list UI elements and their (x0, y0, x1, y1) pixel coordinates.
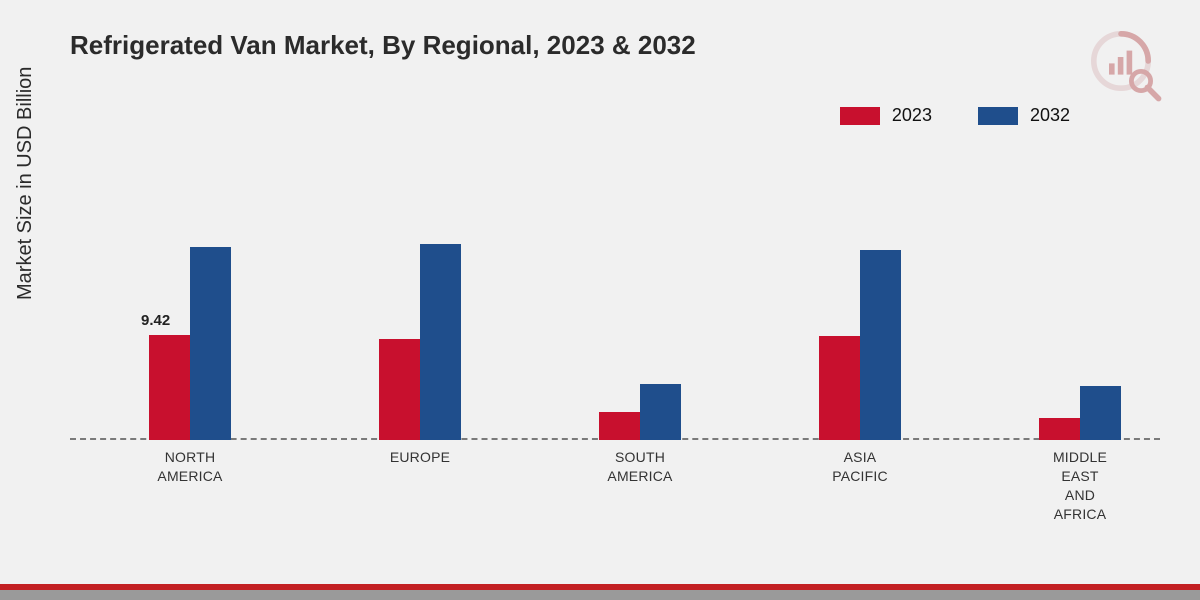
x-axis-category-label: MIDDLEEASTANDAFRICA (1010, 448, 1150, 524)
bar (420, 244, 461, 440)
legend-swatch (840, 107, 880, 125)
bar (599, 412, 640, 440)
legend-label: 2032 (1030, 105, 1070, 126)
bar (149, 335, 190, 441)
bar-value-label: 9.42 (141, 312, 170, 329)
bar (190, 247, 231, 440)
bar (379, 339, 420, 440)
bar-group (149, 247, 231, 440)
bar (640, 384, 681, 440)
x-axis-labels: NORTHAMERICA EUROPE SOUTHAMERICA ASIAPACIFI… (70, 448, 1160, 528)
legend: 2023 2032 (840, 105, 1070, 126)
legend-item: 2032 (978, 105, 1070, 126)
bar-group (819, 250, 901, 440)
legend-item: 2023 (840, 105, 932, 126)
bar (1080, 386, 1121, 440)
bar-group (1039, 386, 1121, 440)
x-axis-category-label: ASIAPACIFIC (790, 448, 930, 486)
x-axis-category-label: NORTHAMERICA (120, 448, 260, 486)
legend-swatch (978, 107, 1018, 125)
legend-label: 2023 (892, 105, 932, 126)
y-axis-label: Market Size in USD Billion (14, 67, 37, 300)
chart-page: Refrigerated Van Market, By Regional, 20… (0, 0, 1200, 600)
bar-group (599, 384, 681, 440)
footer-stripe (0, 578, 1200, 600)
bar (1039, 418, 1080, 440)
bar (860, 250, 901, 440)
bar-group (379, 244, 461, 440)
chart-title: Refrigerated Van Market, By Regional, 20… (70, 30, 696, 61)
plot-area: 9.42 (70, 160, 1160, 440)
x-axis-category-label: SOUTHAMERICA (570, 448, 710, 486)
watermark-logo (1085, 25, 1165, 105)
bar (819, 336, 860, 440)
footer-grey-stripe (0, 590, 1200, 600)
x-axis-category-label: EUROPE (350, 448, 490, 467)
